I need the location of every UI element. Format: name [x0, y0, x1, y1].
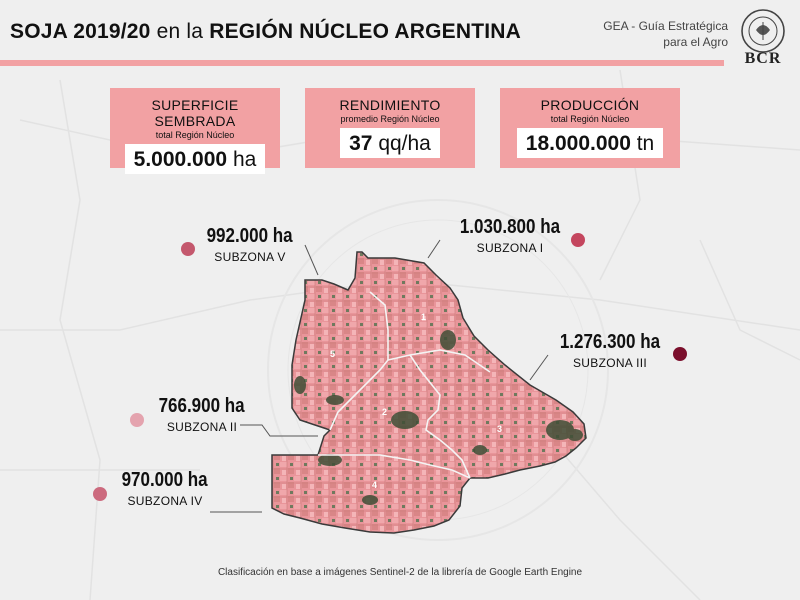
region-outline [271, 251, 587, 534]
title-region: REGIÓN NÚCLEO ARGENTINA [209, 20, 522, 43]
subzona-iv-dot [93, 487, 107, 501]
title-connector: en la [156, 20, 204, 43]
subzone-boundaries [318, 291, 491, 479]
kpi-value: 18.000.000 [525, 132, 631, 155]
source-credit-line-2: para el Agro [663, 35, 728, 49]
subzona-name: SUBZONA II [166, 420, 238, 434]
kpi-superficie: SUPERFICIE SEMBRADA total Región Núcleo … [110, 88, 280, 174]
footnote: Clasificación en base a imágenes Sentine… [217, 567, 583, 578]
kpi-value: 37 [349, 132, 373, 155]
subzona-v-dot [181, 242, 195, 256]
map-number-1: 1 [421, 312, 426, 322]
subzona-name: SUBZONA V [214, 250, 286, 264]
subzona-area: 1.276.300 ha [559, 331, 661, 353]
title-crop: SOJA 2019/20 [10, 20, 151, 43]
kpi-unit: ha [232, 148, 257, 171]
subzona-i-dot [571, 233, 585, 247]
vegetation-patches [294, 330, 583, 505]
bcr-logo: BCR [744, 50, 782, 67]
subzona-ii-dot [130, 413, 144, 427]
kpi-produccion: PRODUCCIÓN total Región Núcleo 18.000.00… [500, 88, 680, 168]
subzona-iii-dot [673, 347, 687, 361]
map-number-4: 4 [372, 480, 377, 490]
kpi-sub: total Región Núcleo [550, 114, 630, 124]
subzona-name: SUBZONA I [476, 241, 544, 255]
kpi-label: RENDIMIENTO [339, 97, 441, 113]
map-number-5: 5 [330, 349, 335, 359]
title-bar: SOJA 2019/20 en la REGIÓN NÚCLEO ARGENTI… [10, 20, 570, 50]
kpi-rendimiento: RENDIMIENTO promedio Región Núcleo 37 qq… [305, 88, 475, 168]
kpi-value-box: 5.000.000 ha [124, 144, 266, 174]
subzona-iv-label: 970.000 ha SUBZONA IV [105, 469, 225, 508]
subzona-area: 992.000 ha [206, 225, 294, 247]
source-credit: GEA - Guía Estratégica para el Agro [603, 18, 728, 50]
kpi-unit: qq/ha [378, 132, 431, 155]
bcr-seal-icon [741, 9, 785, 53]
kpi-sub: promedio Región Núcleo [340, 114, 440, 124]
page-title: SOJA 2019/20 en la REGIÓN NÚCLEO ARGENTI… [10, 20, 570, 44]
subzona-i-label: 1.030.800 ha SUBZONA I [440, 216, 580, 255]
subzona-name: SUBZONA IV [127, 494, 203, 508]
kpi-unit: tn [636, 132, 655, 155]
kpi-label: PRODUCCIÓN [540, 97, 640, 113]
subzona-name: SUBZONA III [573, 356, 647, 370]
kpi-value: 5.000.000 [133, 148, 228, 171]
subzona-area: 766.900 ha [158, 395, 246, 417]
kpi-value-box: 37 qq/ha [340, 128, 440, 158]
subzona-ii-label: 766.900 ha SUBZONA II [142, 395, 262, 434]
subzona-area: 970.000 ha [121, 469, 209, 491]
map-number-2: 2 [382, 407, 387, 417]
map-number-3: 3 [497, 424, 502, 434]
subzona-iii-label: 1.276.300 ha SUBZONA III [540, 331, 680, 370]
kpi-value-box: 18.000.000 tn [516, 128, 664, 158]
source-credit-line-1: GEA - Guía Estratégica [603, 19, 728, 33]
subzona-v-label: 992.000 ha SUBZONA V [190, 225, 310, 264]
title-underline [0, 60, 724, 66]
kpi-label: SUPERFICIE SEMBRADA [151, 97, 239, 129]
subzona-area: 1.030.800 ha [459, 216, 561, 238]
kpi-sub: total Región Núcleo [155, 130, 235, 140]
leader-lines [210, 239, 549, 513]
